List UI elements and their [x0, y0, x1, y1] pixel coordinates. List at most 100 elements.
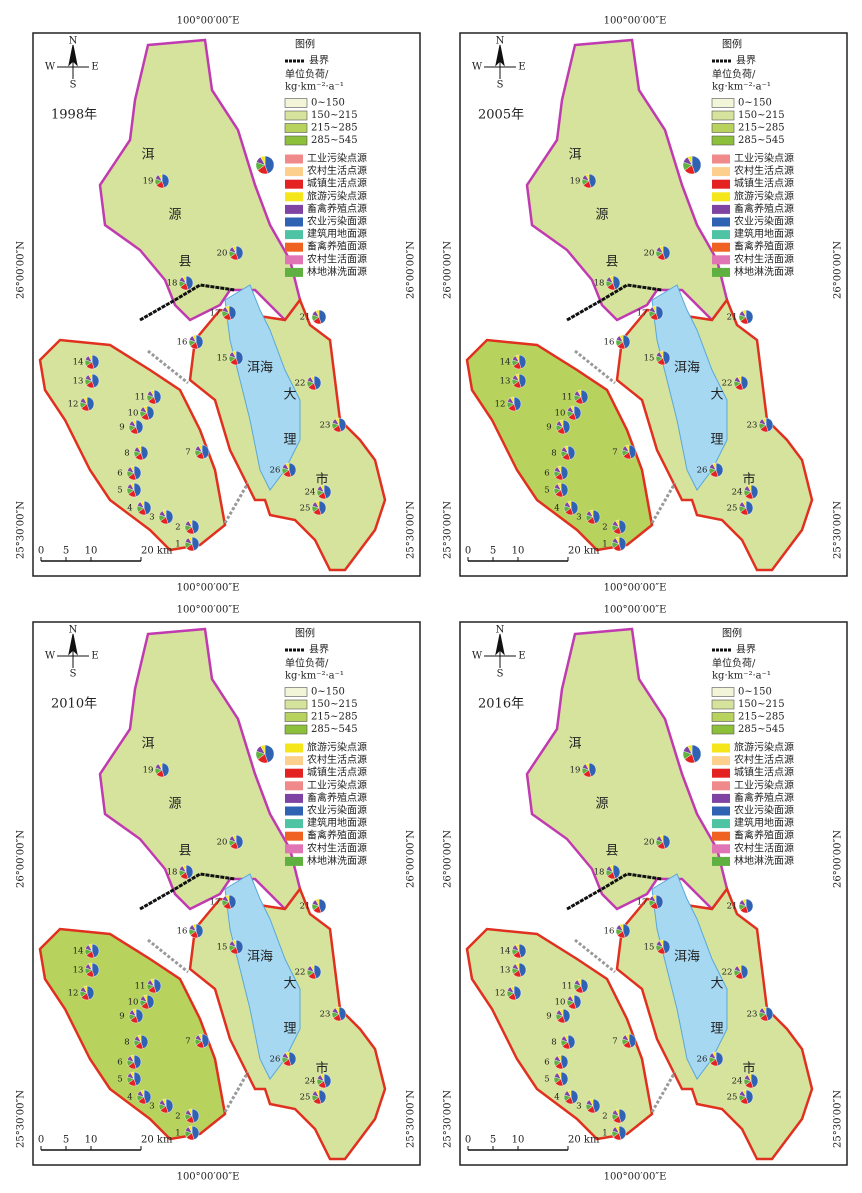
pie-sector: [659, 350, 664, 359]
link-line: [574, 938, 616, 974]
left-coordinate: 26°00′00″N: [443, 241, 454, 299]
left-coordinate: 25°30′00″N: [16, 1090, 27, 1148]
legend-boundary: 县界: [309, 644, 329, 656]
pie-sector: [515, 962, 520, 971]
pie-sector: [510, 985, 515, 994]
zone-number: 1: [602, 540, 607, 550]
zone-number: 15: [644, 354, 655, 364]
pie-sector: [585, 762, 590, 771]
zone-number: 25: [300, 504, 311, 514]
legend-title: 图例: [295, 627, 315, 640]
legend-source: 工业污染点源: [734, 778, 794, 791]
pie-sector: [232, 245, 237, 254]
pie-sector: [150, 389, 155, 398]
top-coordinate: 100°00′00″E: [177, 605, 240, 616]
pie-sector: [589, 1098, 594, 1107]
right-coordinate: 26°00′00″N: [833, 241, 844, 299]
legend-swatch: [285, 806, 303, 816]
legend-swatch: [712, 204, 730, 214]
legend-boundary: 县界: [309, 55, 329, 67]
pie-sector: [737, 375, 742, 384]
pie-sector: [235, 350, 244, 365]
legend-swatch: [285, 856, 303, 866]
zone-number: 19: [143, 766, 154, 776]
pie-sector: [580, 389, 589, 404]
pie-sector: [182, 864, 187, 873]
legend-source: 工业污染点源: [734, 152, 794, 165]
legend-boundary: 县界: [736, 55, 756, 67]
zone-number: 14: [500, 358, 511, 368]
erhai-lake: [651, 873, 728, 1080]
pie-sector: [315, 309, 320, 318]
zone-number: 25: [727, 504, 738, 514]
pie-sector: [195, 923, 204, 938]
scale-label: 20 km: [568, 1135, 600, 1146]
pie-sector: [518, 354, 527, 369]
zone-number: 5: [117, 486, 122, 496]
zone-number: 2: [602, 1112, 607, 1122]
pie-sector: [619, 334, 624, 343]
zone-number: 1: [175, 540, 180, 550]
zone-number: 7: [185, 1037, 190, 1047]
legend-unit: 单位负荷/: [285, 68, 329, 81]
place-label: 源: [168, 208, 181, 223]
zone-number: 8: [124, 449, 129, 459]
legend-source: 农村生活面源: [307, 841, 367, 854]
left-coordinate: 26°00′00″N: [16, 241, 27, 299]
legend-swatch: [284, 724, 308, 735]
pie-sector: [513, 396, 522, 411]
pie-sector: [618, 519, 627, 534]
zone-number: 12: [68, 989, 79, 999]
pie-sector: [619, 923, 624, 932]
legend-boundary: 县界: [736, 644, 756, 656]
right-coordinate: 25°30′00″N: [833, 1090, 844, 1148]
zone-number: 19: [570, 766, 581, 776]
legend-swatch: [285, 768, 303, 778]
scale-label: 5: [490, 1135, 496, 1146]
pie-sector: [559, 1008, 564, 1017]
pie-sector: [742, 500, 747, 509]
legend-source: 建筑用地面源: [734, 816, 794, 829]
legend-swatch: [712, 756, 730, 766]
bottom-coordinate: 100°00′00″E: [177, 583, 240, 594]
pie-sector: [143, 500, 152, 515]
scale-label: 10: [512, 1135, 525, 1146]
erhai-lake: [224, 284, 301, 491]
pie-sector: [318, 500, 327, 515]
legend-title: 图例: [722, 38, 742, 51]
place-label: 源: [168, 797, 181, 812]
link-line: [574, 349, 616, 385]
year-label: 2005年: [478, 108, 524, 123]
pie-sector: [618, 536, 627, 551]
legend-class: 150~215: [738, 699, 785, 710]
zone-number: 13: [500, 966, 511, 976]
legend-class: 215~285: [311, 123, 358, 134]
legend-swatch: [285, 204, 303, 214]
legend-source: 城镇生活点源: [307, 766, 367, 779]
legend-source: 林地淋洗面源: [307, 854, 367, 867]
legend-source: 建筑用地面源: [307, 816, 367, 829]
compass-letter: S: [497, 80, 504, 91]
legend-swatch: [711, 687, 735, 697]
place-label: 理: [283, 1022, 296, 1037]
zone-number: 3: [576, 513, 581, 523]
pie-sector: [750, 484, 759, 499]
pie-sector: [140, 445, 149, 460]
pie-sector: [130, 1054, 135, 1063]
zone-number: 23: [320, 1010, 331, 1020]
pie-sector: [750, 1073, 759, 1088]
scale-label: 10: [85, 1135, 98, 1146]
zone-number: 5: [544, 1075, 549, 1085]
pie-sector: [192, 923, 197, 932]
map-panel: N S W E 2005年 100°00′00″E 100°00′00″E 26°00′00″…: [443, 16, 848, 594]
legend-swatch: [285, 255, 303, 265]
pie-sector: [150, 978, 155, 987]
pie-sector: [135, 1008, 144, 1023]
legend-swatch: [712, 255, 730, 265]
pie-sector: [515, 943, 520, 952]
pie-sector: [153, 978, 162, 993]
pie-sector: [201, 444, 210, 459]
legend-class: 285~545: [738, 724, 785, 735]
zone-number: 18: [594, 868, 605, 878]
place-label: 县: [178, 255, 191, 270]
